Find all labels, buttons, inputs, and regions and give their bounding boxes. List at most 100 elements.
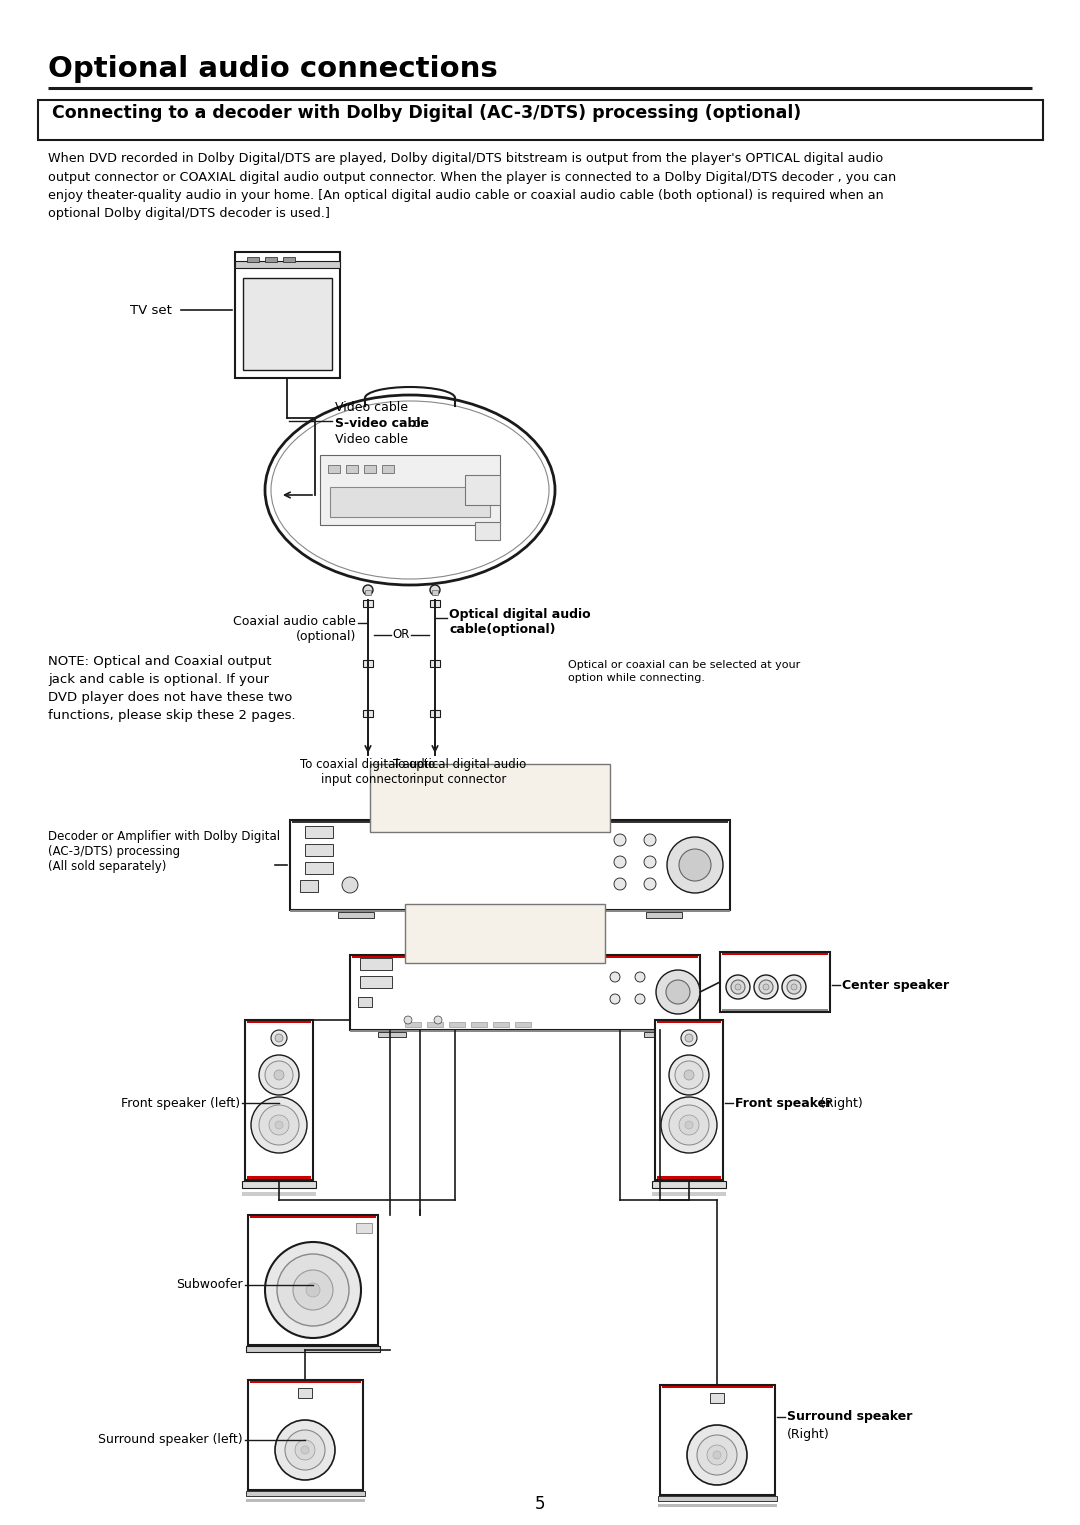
- Ellipse shape: [265, 395, 555, 586]
- Circle shape: [265, 1061, 293, 1089]
- Bar: [654, 1020, 723, 1180]
- Bar: [710, 1392, 724, 1403]
- Text: To coaxial digital audio
input connector: To coaxial digital audio input connector: [300, 758, 435, 785]
- Bar: [249, 1382, 361, 1383]
- Circle shape: [759, 981, 773, 994]
- Bar: [246, 1491, 365, 1496]
- Bar: [243, 278, 332, 371]
- Circle shape: [666, 981, 690, 1003]
- Circle shape: [685, 1121, 693, 1128]
- Circle shape: [635, 994, 645, 1003]
- Bar: [305, 843, 333, 856]
- Bar: [305, 827, 333, 839]
- Circle shape: [697, 1435, 737, 1475]
- Bar: [427, 1022, 443, 1026]
- Circle shape: [610, 971, 620, 982]
- Bar: [657, 1022, 721, 1023]
- Circle shape: [271, 1029, 287, 1046]
- Bar: [330, 486, 490, 517]
- Circle shape: [675, 1061, 703, 1089]
- Bar: [430, 711, 440, 717]
- Circle shape: [635, 971, 645, 982]
- Bar: [360, 976, 392, 988]
- Bar: [235, 252, 340, 378]
- Circle shape: [259, 1106, 299, 1145]
- Bar: [363, 599, 373, 607]
- Circle shape: [430, 586, 440, 595]
- Text: To optical digital audio
input connector: To optical digital audio input connector: [393, 758, 527, 785]
- Bar: [360, 958, 392, 970]
- Bar: [245, 1020, 313, 1180]
- Circle shape: [660, 982, 670, 991]
- Bar: [465, 474, 500, 505]
- Bar: [365, 590, 372, 595]
- Bar: [378, 1032, 406, 1037]
- Circle shape: [306, 1283, 320, 1296]
- Circle shape: [275, 1034, 283, 1042]
- Circle shape: [787, 981, 801, 994]
- Text: Surround speaker: Surround speaker: [787, 1411, 913, 1423]
- Bar: [246, 1499, 365, 1502]
- Bar: [662, 1386, 773, 1388]
- Bar: [430, 599, 440, 607]
- Text: Optical digital audio
cable(optional): Optical digital audio cable(optional): [449, 608, 591, 636]
- Bar: [292, 820, 728, 824]
- Circle shape: [679, 1115, 699, 1135]
- Bar: [723, 1010, 828, 1011]
- Bar: [363, 711, 373, 717]
- Circle shape: [735, 984, 741, 990]
- Bar: [515, 1022, 531, 1026]
- Circle shape: [707, 1446, 727, 1466]
- Bar: [432, 590, 438, 595]
- Bar: [382, 465, 394, 473]
- Bar: [298, 1388, 312, 1398]
- Circle shape: [726, 974, 750, 999]
- Circle shape: [762, 984, 769, 990]
- Bar: [265, 258, 276, 262]
- Bar: [242, 1180, 316, 1188]
- Bar: [248, 1380, 363, 1490]
- Circle shape: [644, 834, 656, 846]
- Text: Surround speaker (left): Surround speaker (left): [98, 1434, 243, 1447]
- Text: S-video cable: S-video cable: [335, 416, 429, 430]
- Circle shape: [275, 1121, 283, 1128]
- Circle shape: [293, 1270, 333, 1310]
- Bar: [247, 1022, 311, 1023]
- Circle shape: [791, 984, 797, 990]
- Text: When DVD recorded in Dolby Digital/DTS are played, Dolby digital/DTS bitstream i: When DVD recorded in Dolby Digital/DTS a…: [48, 152, 896, 221]
- Circle shape: [713, 1450, 721, 1459]
- Bar: [723, 953, 828, 955]
- Bar: [328, 465, 340, 473]
- Circle shape: [610, 994, 620, 1003]
- Bar: [291, 820, 730, 910]
- Bar: [660, 1385, 775, 1494]
- Circle shape: [301, 1446, 309, 1453]
- Text: Front speaker (left): Front speaker (left): [121, 1096, 240, 1110]
- Bar: [652, 1193, 726, 1196]
- Circle shape: [363, 586, 373, 595]
- Bar: [247, 258, 259, 262]
- Bar: [471, 1022, 487, 1026]
- Circle shape: [687, 1424, 747, 1485]
- Circle shape: [615, 856, 626, 868]
- Bar: [658, 1496, 777, 1501]
- Circle shape: [782, 974, 806, 999]
- Ellipse shape: [271, 401, 549, 580]
- Bar: [356, 1223, 372, 1234]
- Circle shape: [731, 981, 745, 994]
- Bar: [291, 910, 730, 912]
- Bar: [430, 660, 440, 666]
- Circle shape: [285, 1430, 325, 1470]
- Bar: [350, 1029, 700, 1032]
- Text: Connecting to a decoder with Dolby Digital (AC-3/DTS) processing (optional): Connecting to a decoder with Dolby Digit…: [52, 104, 801, 122]
- Circle shape: [667, 837, 723, 894]
- Text: (Right): (Right): [787, 1427, 829, 1441]
- Bar: [652, 1180, 726, 1188]
- Text: OR: OR: [392, 628, 409, 642]
- Bar: [370, 764, 610, 833]
- Circle shape: [669, 1106, 708, 1145]
- Text: Video cable: Video cable: [335, 401, 408, 413]
- Circle shape: [669, 1055, 708, 1095]
- Bar: [363, 660, 373, 666]
- Bar: [364, 465, 376, 473]
